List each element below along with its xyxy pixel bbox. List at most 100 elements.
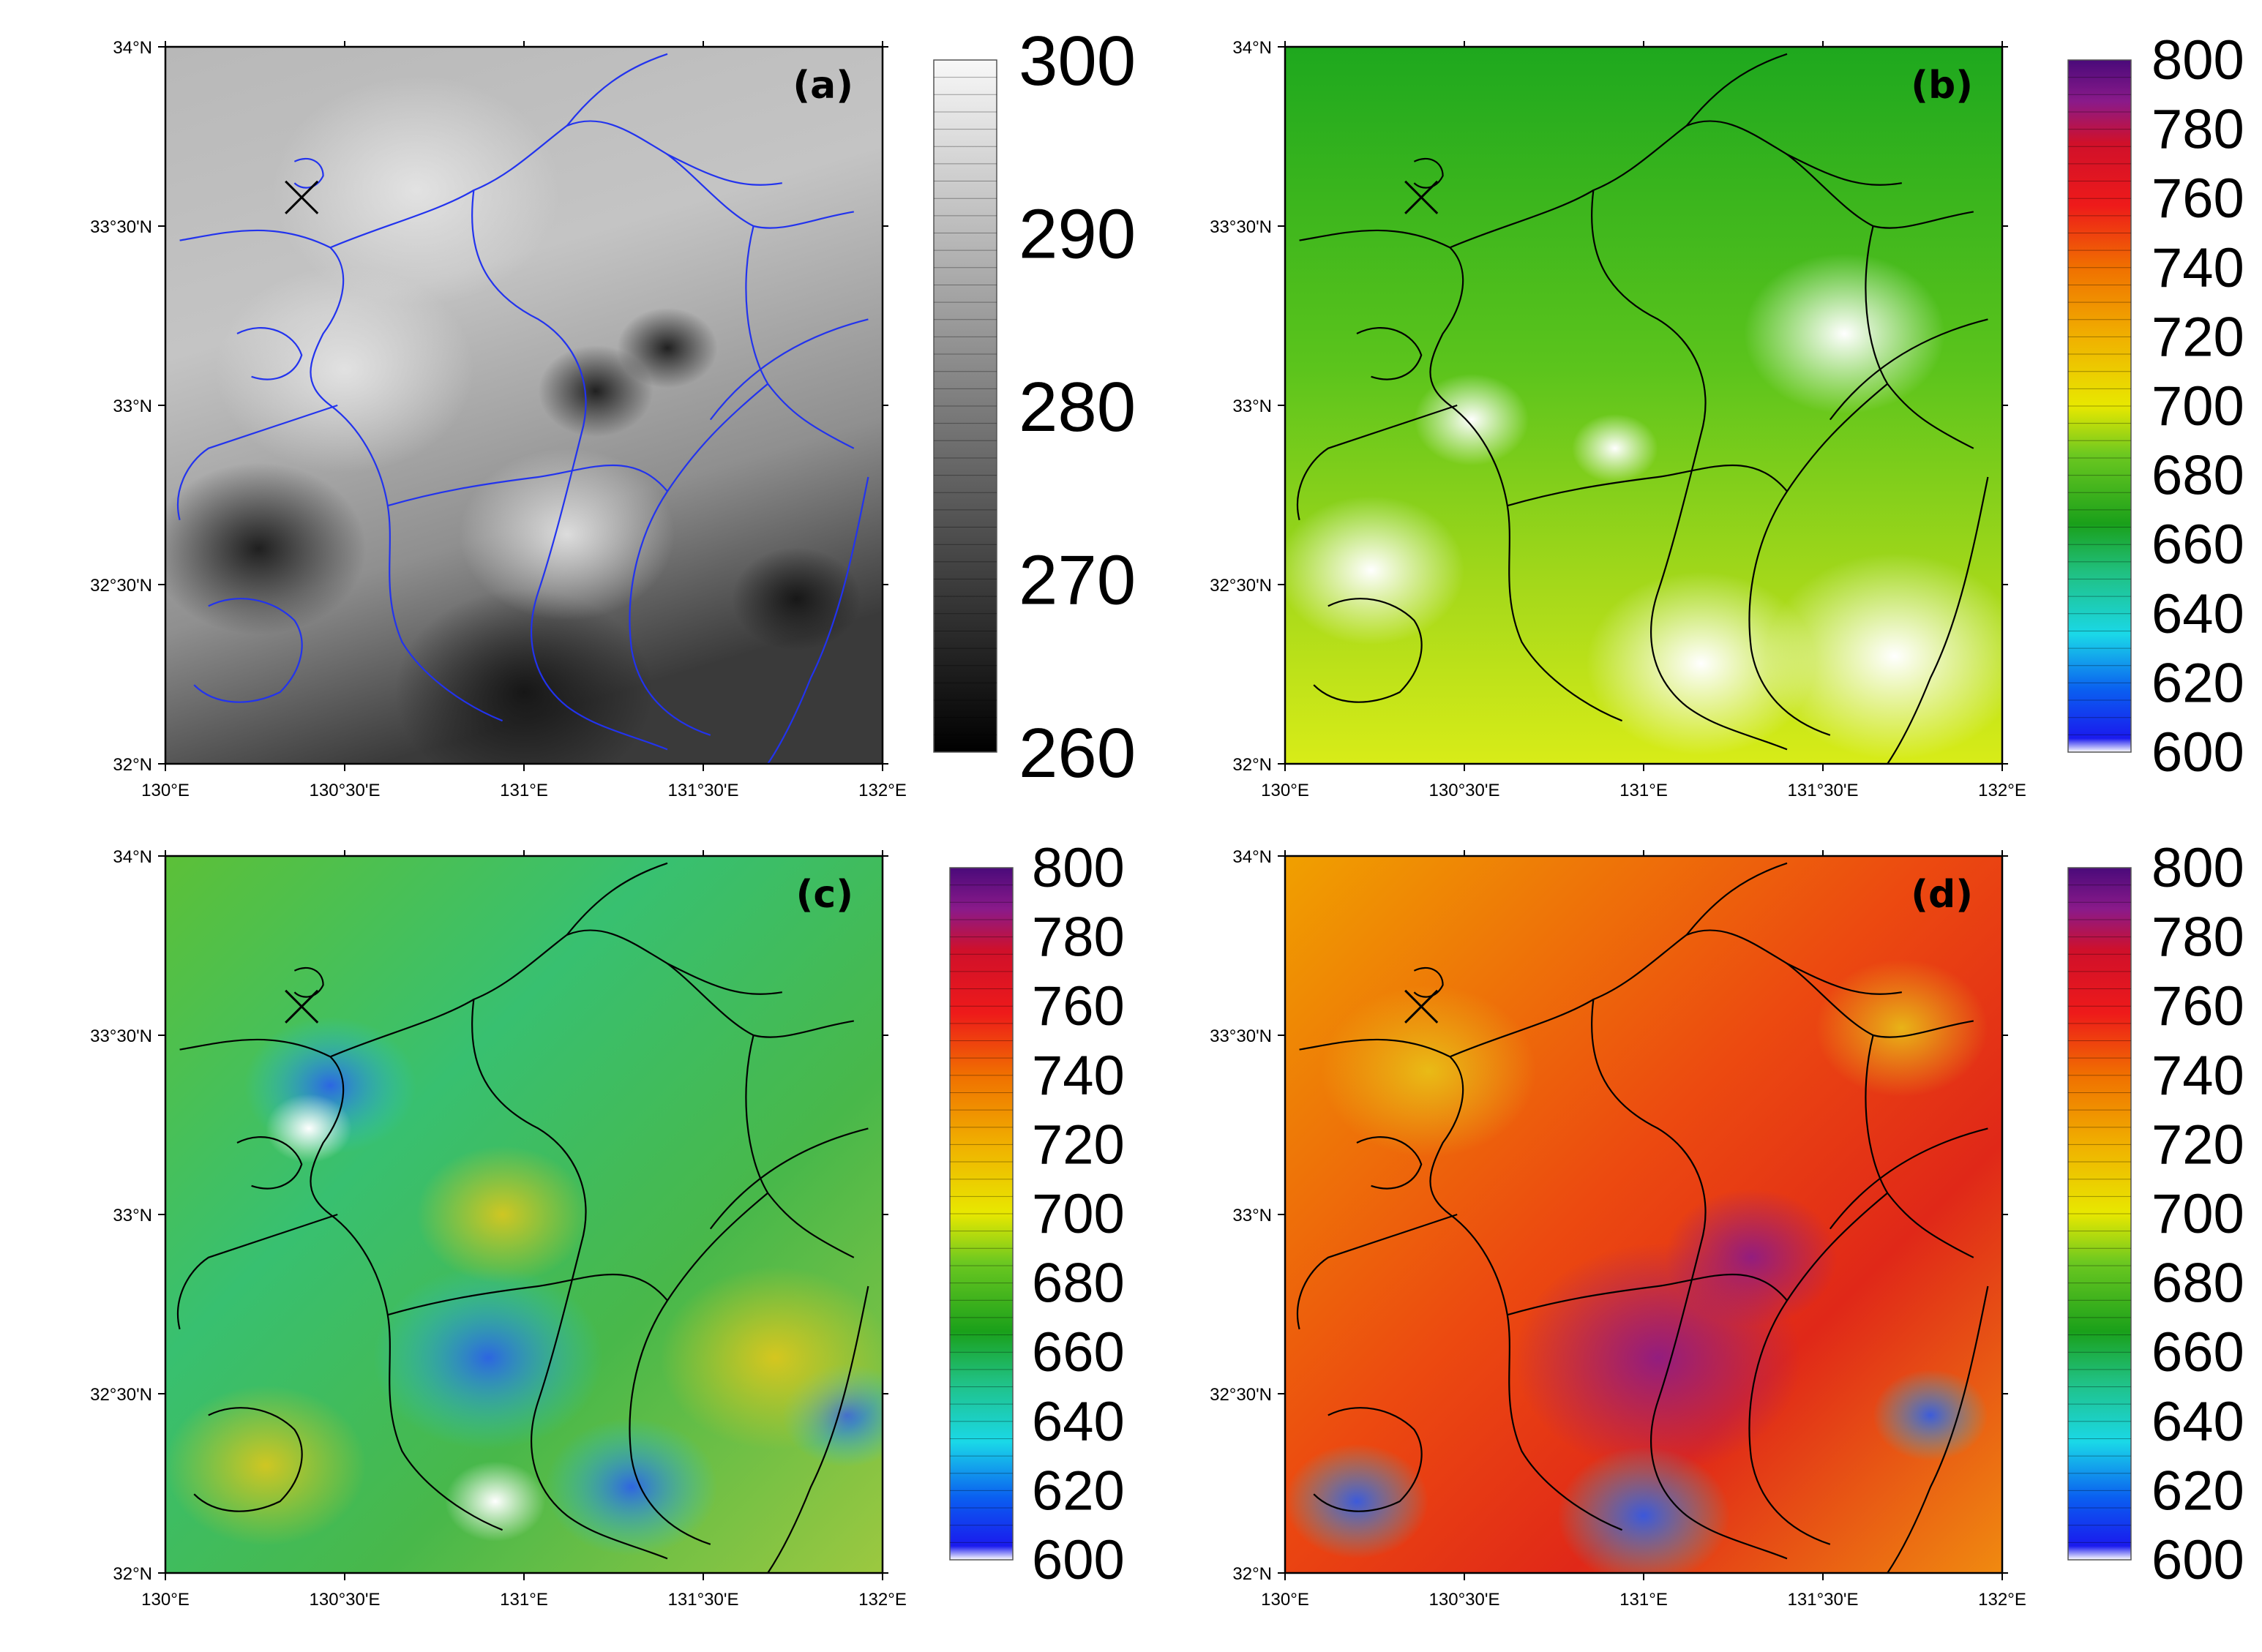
texture-patch <box>416 1145 589 1284</box>
y-tick-label: 33°N <box>1232 397 1272 416</box>
colorbar-gradient <box>2067 59 2132 753</box>
texture-patch <box>1321 985 1536 1157</box>
texture-patch <box>165 462 367 635</box>
y-tick-label: 33°30'N <box>1210 217 1272 237</box>
panel-a: (a) 130°E 130°30'E 131°E 131°30'E 132°E 34°N 33… <box>90 22 1136 800</box>
texture-patch <box>545 1418 718 1556</box>
map-area: (d) 130°E 130°30'E 131°E 131°30'E 132°E 34°N 33… <box>1210 847 2026 1610</box>
y-tick-label: 34°N <box>113 847 152 867</box>
y-tick-label: 32°N <box>1232 755 1272 775</box>
texture-patch <box>1572 413 1658 483</box>
texture-patch <box>1873 1369 1988 1462</box>
colorbar-tick-label: 760 <box>2151 975 2244 1037</box>
x-tick-label: 130°E <box>141 1590 190 1610</box>
texture-patch <box>215 266 474 473</box>
colorbar-tick-label: 620 <box>2151 652 2244 714</box>
y-tick-label: 33°N <box>113 1206 152 1225</box>
y-tick-label: 32°30'N <box>90 1385 152 1405</box>
colorbar-tick-label: 300 <box>1019 22 1136 100</box>
map-area: (a) 130°E 130°30'E 131°E 131°30'E 132°E 34°N 33… <box>90 38 907 800</box>
texture-patch <box>1557 1446 1730 1573</box>
x-icon <box>285 989 319 1024</box>
colorbar-tick-label: 640 <box>1032 1391 1125 1453</box>
colorbar-tick-label: 780 <box>1032 906 1125 969</box>
panel-d: (d) 130°E 130°30'E 131°E 131°30'E 132°E 34°N 33… <box>1210 837 2244 1610</box>
y-tick-label: 32°30'N <box>1210 1385 1272 1405</box>
colorbar-tick-label: 740 <box>2151 1045 2244 1107</box>
x-tick-label: 131°30'E <box>1788 781 1859 800</box>
x-tick-label: 131°30'E <box>668 1590 739 1610</box>
x-tick-label: 130°E <box>1261 1590 1309 1610</box>
colorbar-gradient <box>933 59 997 753</box>
colorbar-tick-label: 640 <box>2151 583 2244 645</box>
y-tick-label: 33°30'N <box>90 1026 152 1046</box>
texture-patch <box>1285 1443 1428 1559</box>
panel-c: (c) 130°E 130°30'E 131°E 131°30'E 132°E 34°N 33… <box>90 837 1125 1610</box>
x-tick-label: 130°30'E <box>1429 1590 1500 1610</box>
colorbar-tick-label: 700 <box>2151 1183 2244 1245</box>
x-tick-label: 130°E <box>141 781 190 800</box>
colorbar-tick-label: 660 <box>2151 1321 2244 1383</box>
colorbar-tick-label: 740 <box>2151 237 2244 299</box>
colorbar-tick-label: 760 <box>2151 168 2244 230</box>
colorbar-tick-label: 680 <box>2151 445 2244 507</box>
colorbar-tick-label: 700 <box>2151 375 2244 438</box>
colorbar-tick-label: 680 <box>2151 1253 2244 1315</box>
y-tick-label: 33°N <box>1232 1206 1272 1225</box>
x-icon <box>1404 180 1439 214</box>
colorbar-gradient <box>2067 867 2132 1561</box>
y-tick-label: 34°N <box>1232 847 1272 867</box>
x-tick-label: 131°30'E <box>668 781 739 800</box>
colorbar-tick-label: 800 <box>2151 837 2244 899</box>
panel-letter: (d) <box>1911 873 1973 917</box>
colorbar-tick-label: 680 <box>1032 1253 1125 1315</box>
texture-patch <box>165 1385 367 1546</box>
x-tick-label: 131°30'E <box>1788 1590 1859 1610</box>
x-tick-label: 132°E <box>858 781 907 800</box>
y-tick-label: 33°N <box>113 397 152 416</box>
texture-patch <box>373 1266 603 1450</box>
texture-patch <box>1414 373 1529 466</box>
texture-patch <box>1816 959 1988 1097</box>
x-icon <box>1404 989 1439 1024</box>
texture-patch <box>660 1266 883 1450</box>
y-tick-label: 32°N <box>1232 1564 1272 1584</box>
x-tick-label: 130°30'E <box>1429 781 1500 800</box>
texture-patch <box>1765 552 2002 760</box>
y-tick-label: 32°30'N <box>90 576 152 596</box>
panel-letter: (a) <box>793 64 853 108</box>
x-icon <box>285 180 319 214</box>
colorbar-tick-label: 270 <box>1019 541 1136 620</box>
x-tick-label: 132°E <box>858 1590 907 1610</box>
colorbar-tick-label: 800 <box>1032 837 1125 899</box>
colorbar-tick-label: 700 <box>1032 1183 1125 1245</box>
x-tick-label: 130°30'E <box>310 781 381 800</box>
y-tick-label: 33°30'N <box>90 217 152 237</box>
texture-patch <box>732 547 861 651</box>
colorbar-tick-label: 620 <box>2151 1460 2244 1522</box>
texture-patch <box>1586 571 1816 756</box>
map-area: (c) 130°E 130°30'E 131°E 131°30'E 132°E 34°N 33… <box>90 847 907 1610</box>
colorbar-tick-label: 720 <box>2151 306 2244 368</box>
texture-patch <box>1744 253 1945 414</box>
colorbar: 800 780 760 740 720 700 680 660 640 620 600 <box>2067 29 2244 784</box>
panel-b: (b) 130°E 130°30'E 131°E 131°30'E 132°E 34°N 33… <box>1210 29 2244 800</box>
colorbar-tick-label: 660 <box>2151 514 2244 576</box>
panel-letter: (c) <box>796 873 853 917</box>
x-tick-label: 132°E <box>1978 781 2026 800</box>
colorbar-tick-label: 780 <box>2151 906 2244 969</box>
colorbar-tick-label: 290 <box>1019 195 1136 274</box>
panel-letter: (b) <box>1911 64 1973 108</box>
x-tick-label: 130°E <box>1261 781 1309 800</box>
colorbar-tick-label: 740 <box>1032 1045 1125 1107</box>
colorbar-tick-label: 600 <box>1032 1529 1125 1591</box>
y-tick-label: 33°30'N <box>1210 1026 1272 1046</box>
texture-patch <box>266 1094 352 1163</box>
texture-patch <box>459 448 675 621</box>
y-tick-label: 32°N <box>113 755 152 775</box>
texture-patch <box>1285 495 1464 645</box>
x-tick-label: 131°E <box>1619 1590 1668 1610</box>
colorbar-tick-label: 780 <box>2151 99 2244 161</box>
texture-patch <box>617 307 718 388</box>
